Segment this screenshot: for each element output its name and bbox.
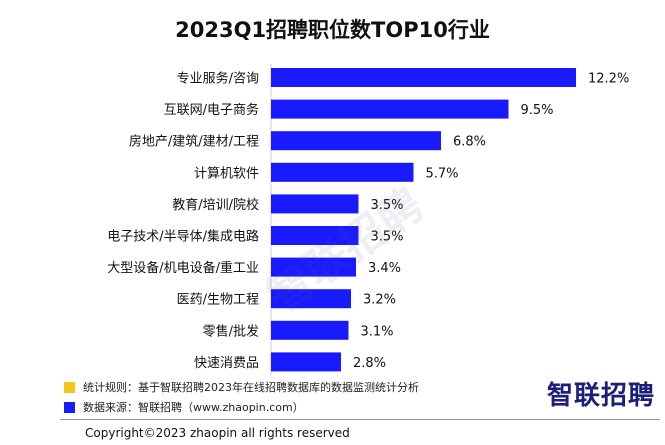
category-label: 互联网/电子商务 [164,102,259,118]
category-label: 快速消费品 [194,356,259,371]
note-data-source-text: 数据来源：智联招聘（www.zhaopin.com） [83,401,304,414]
value-label: 3.5% [371,230,404,245]
value-label: 12.2% [588,72,629,87]
category-label: 专业服务/咨询 [177,71,259,87]
bar-chart: 专业服务/咨询 12.2% 互联网/电子商务 9.5% 房地产/建筑/建材/工程 6.8%… [107,64,629,376]
bar [271,320,349,340]
bar [271,257,356,277]
value-label: 2.8% [353,356,386,371]
category-label: 房地产/建筑/建材/工程 [129,134,259,150]
bar [271,226,359,245]
note-data-source: 数据来源：智联招聘（www.zhaopin.com） [64,399,304,415]
footer-divider [60,419,660,420]
value-label: 3.5% [371,198,404,213]
value-label: 3.4% [368,261,401,276]
value-label: 3.1% [361,324,394,339]
note-statistics-rule: 统计规则：基于智联招聘2023年在线招聘数据库的数据监测统计分析 [64,379,419,395]
category-label: 计算机软件 [194,166,259,181]
category-label: 医药/生物工程 [177,293,259,308]
value-label: 5.7% [426,166,459,181]
category-label: 大型设备/机电设备/重工业 [107,260,259,276]
bar [271,99,509,119]
value-label: 6.8% [453,135,486,150]
category-label: 教育/培训/院校 [172,197,259,213]
value-label: 9.5% [521,103,554,118]
yellow-square-icon [64,381,75,393]
bar [271,289,351,309]
zhaopin-logo: 智联招聘 [547,381,656,411]
category-label: 零售/批发 [203,323,259,339]
bar [271,131,441,151]
category-label: 电子技术/半导体/集成电路 [107,229,259,245]
note-statistics-rule-text: 统计规则：基于智联招聘2023年在线招聘数据库的数据监测统计分析 [83,381,419,394]
value-label: 3.2% [363,293,396,308]
bar [271,352,341,372]
bar [271,194,359,214]
copyright-text: Copyright©2023 zhaopin all rights reserv… [85,426,350,440]
chart-title: 2023Q1招聘职位数TOP10行业 [175,18,490,42]
bar [271,162,414,182]
blue-square-icon [64,401,75,413]
bar [271,68,576,87]
